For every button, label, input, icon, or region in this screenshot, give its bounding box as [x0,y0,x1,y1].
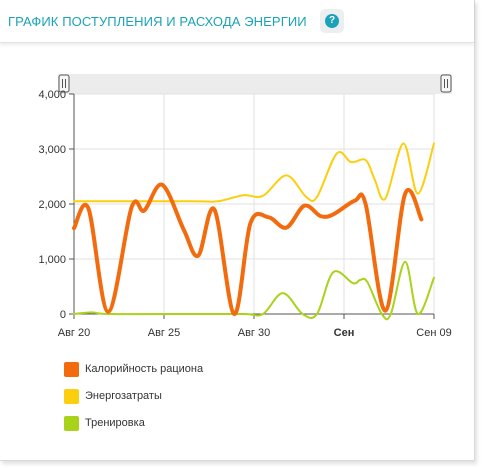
legend-swatch-calories [64,362,79,377]
series-energy-line[interactable] [73,142,435,203]
series-calories-line[interactable] [72,182,424,317]
x-tick-label-3: Сен [334,327,355,339]
help-button[interactable]: ? [320,9,344,33]
legend-label-training: Тренировка [85,417,145,429]
range-handle-right[interactable] [440,74,452,93]
y-tick-label-4: 4,000 [38,89,66,101]
x-tick-label-4: Сен 09 [416,327,451,339]
series-training-line[interactable] [73,260,435,321]
legend-swatch-training [64,416,79,431]
question-circle-icon: ? [325,14,339,28]
x-tick-label-0: Авг 20 [58,327,90,339]
y-tick-label-0: 0 [60,309,66,321]
range-selector-track[interactable] [58,74,452,94]
y-tick-label-1: 1,000 [38,254,66,266]
y-tick-label-2: 2,000 [38,199,66,211]
x-tick-label-2: Авг 30 [238,327,270,339]
panel-header: ГРАФИК ПОСТУПЛЕНИЯ И РАСХОДА ЭНЕРГИИ ? [0,0,474,43]
legend-label-calories: Калорийность рациона [85,363,204,375]
legend-label-energy: Энергозатраты [85,390,162,402]
x-tick-label-1: Авг 25 [148,327,180,339]
page-title: ГРАФИК ПОСТУПЛЕНИЯ И РАСХОДА ЭНЕРГИИ [8,14,307,29]
y-tick-label-3: 3,000 [38,144,66,156]
legend-swatch-energy [64,389,79,404]
range-handle-left[interactable] [58,74,70,93]
